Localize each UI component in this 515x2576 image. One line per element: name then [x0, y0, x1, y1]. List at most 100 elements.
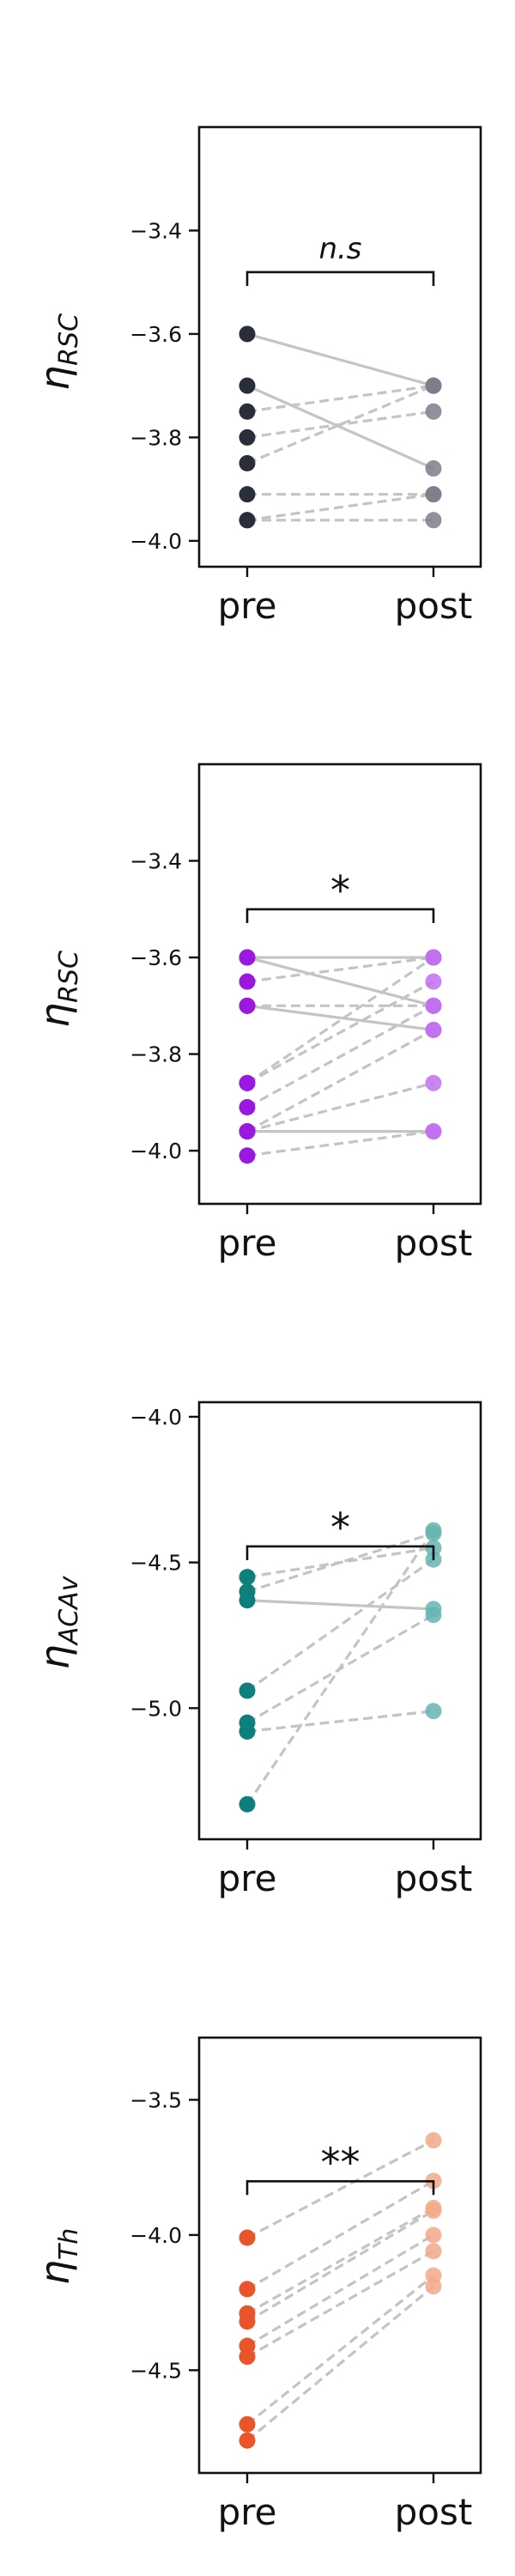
axes-frame	[197, 2036, 482, 2475]
post-point	[425, 2278, 442, 2295]
pre-point	[239, 325, 256, 343]
panel-1: −3.4 −3.6 −3.8 −4.0 pre post ηRSC n.s	[32, 125, 482, 627]
post-point	[425, 1703, 442, 1720]
pair-line	[246, 2209, 434, 2324]
pre-point	[239, 2229, 256, 2246]
pre-point	[239, 2348, 256, 2366]
post-point	[425, 1074, 442, 1091]
pre-point	[239, 377, 256, 394]
pair-line	[246, 980, 434, 1084]
post-point	[425, 377, 442, 394]
post-point	[425, 403, 442, 420]
y-axis-label: ηRSC	[32, 951, 84, 1028]
pair-line	[246, 1004, 434, 1032]
post-point	[425, 486, 442, 503]
pre-point	[239, 2281, 256, 2298]
pre-point	[239, 1569, 256, 1586]
pre-point	[239, 1682, 256, 1699]
x-category-label: pre	[218, 1222, 277, 1264]
pre-point	[239, 455, 256, 472]
pre-point	[239, 973, 256, 990]
significance-label: *	[330, 867, 350, 914]
post-point	[425, 460, 442, 477]
y-tick-label: −3.8	[130, 425, 182, 450]
significance-bracket	[245, 908, 435, 923]
pair-line	[246, 493, 434, 522]
pair-line	[246, 956, 434, 1084]
post-point	[425, 1123, 442, 1140]
y-tick-label: −3.6	[130, 322, 182, 347]
post-point	[425, 512, 442, 529]
y-axis-label: ηRSC	[32, 313, 84, 391]
pre-point	[239, 2313, 256, 2330]
pair-line	[246, 2139, 434, 2239]
significance-bracket	[245, 2180, 435, 2196]
y-tick-label: −3.8	[130, 1042, 182, 1067]
pair-line	[246, 2274, 434, 2426]
pair-line	[246, 956, 434, 983]
y-tick-label: −3.5	[130, 2087, 182, 2112]
pre-point	[239, 1098, 256, 1115]
y-tick-label: −3.6	[130, 945, 182, 970]
post-point	[425, 2227, 442, 2244]
pair-line	[246, 1081, 434, 1133]
pair-line	[246, 1558, 434, 1692]
pair-line	[246, 2206, 434, 2315]
y-axis-label: ηACAv	[32, 1575, 84, 1669]
pre-point	[239, 1795, 256, 1813]
pair-line	[246, 1029, 434, 1133]
pair-line	[246, 1004, 434, 1109]
y-tick-label: −4.0	[130, 1139, 182, 1163]
pre-point	[239, 1722, 256, 1740]
panel-4: −3.5 −4.0 −4.5 pre post ηTh **	[32, 2036, 482, 2533]
x-category-label: pre	[218, 585, 277, 627]
y-tick-label: −4.0	[130, 529, 182, 554]
post-point	[425, 1522, 442, 1539]
pre-point	[239, 486, 256, 503]
y-tick-label: −4.0	[130, 2223, 182, 2248]
pair-line	[246, 1532, 434, 1594]
y-tick-label: −3.4	[130, 849, 182, 874]
pair-line	[245, 1529, 435, 1806]
x-category-label: pre	[218, 2491, 277, 2533]
panel-2: −3.4 −3.6 −3.8 −4.0 pre post ηRSC *	[32, 762, 482, 1264]
pre-point	[239, 2415, 256, 2433]
pre-point	[239, 2432, 256, 2449]
y-tick-label: −4.5	[130, 2358, 182, 2383]
pair-line	[246, 332, 434, 387]
pair-line	[246, 1130, 434, 1157]
y-axis-label: ηTh	[32, 2228, 84, 2286]
axes-frame	[197, 125, 482, 568]
pre-point	[239, 997, 256, 1014]
post-point	[425, 973, 442, 990]
post-point	[425, 2202, 442, 2220]
y-tick-label: −4.5	[130, 1551, 182, 1576]
pair-line	[246, 2250, 434, 2358]
panel-3: −4.0 −4.5 −5.0 pre post ηACAv *	[32, 1400, 482, 1899]
pair-line	[246, 956, 434, 1007]
pre-point	[239, 428, 256, 446]
post-point	[425, 949, 442, 966]
pair-line	[246, 2179, 434, 2291]
significance-label: n.s	[318, 232, 361, 266]
significance-label: **	[321, 2139, 360, 2185]
pair-line	[246, 1546, 434, 1579]
axes-frame	[197, 1400, 482, 1841]
pair-line	[246, 1599, 434, 1611]
axes-frame	[197, 762, 482, 1206]
y-tick-label: −4.0	[130, 1405, 182, 1430]
pre-point	[239, 1592, 256, 1609]
pair-line	[246, 1710, 434, 1734]
pair-line	[246, 384, 434, 471]
significance-label: *	[330, 1504, 350, 1551]
x-category-label: post	[395, 2491, 473, 2533]
post-point	[425, 2243, 442, 2260]
x-category-label: post	[395, 1222, 473, 1264]
post-point	[425, 1021, 442, 1038]
y-tick-label: −3.4	[130, 218, 182, 243]
pair-line	[246, 384, 434, 413]
pair-line	[245, 2285, 435, 2442]
pre-point	[239, 1147, 256, 1164]
pair-line	[246, 410, 434, 439]
